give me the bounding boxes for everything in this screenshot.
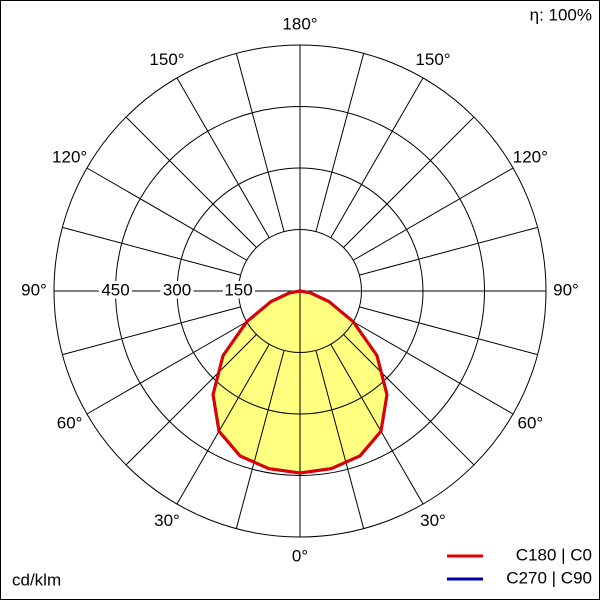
series-line [211,289,389,475]
angle-tick-label: 60° [518,413,544,432]
efficiency-label: η: 100% [530,5,592,24]
angle-tick-label: 90° [553,280,579,299]
grid-spoke [353,167,514,261]
grid-spoke [343,334,475,466]
angle-tick-label: 120° [513,147,548,166]
grid-spoke [359,226,538,276]
grid-spoke [315,53,365,232]
legend-label: C180 | C0 [516,545,592,564]
angle-tick-label: 30° [154,511,180,530]
angle-tick-label: 0° [292,546,308,565]
grid-spoke [62,226,241,276]
grid-spoke [62,306,241,356]
angle-tick-label: 150° [415,50,450,69]
r-tick-label: 450 [101,280,129,299]
grid-spoke [125,334,257,466]
legend-label: C270 | C90 [506,568,592,587]
grid-spoke [330,77,424,238]
grid-spoke [176,77,270,238]
angle-tick-label: 60° [57,413,83,432]
unit-label: cd/klm [12,570,61,589]
angle-tick-label: 30° [420,511,446,530]
angle-tick-label: 150° [149,50,184,69]
angle-tick-label: 90° [21,280,47,299]
grid-spoke [235,350,285,529]
r-tick-label: 300 [163,280,191,299]
angle-tick-label: 120° [52,147,87,166]
grid-spoke [125,116,257,248]
grid-spoke [86,167,247,261]
angle-tick-label: 180° [282,14,317,33]
grid-spoke [315,350,365,529]
grid-spoke [343,116,475,248]
grid-spoke [330,344,424,505]
grid-spoke [176,344,270,505]
grid-spoke [353,321,514,415]
r-tick-label: 150 [224,280,252,299]
grid-spoke [235,53,285,232]
grid-spoke [359,306,538,356]
grid-spoke [86,321,247,415]
